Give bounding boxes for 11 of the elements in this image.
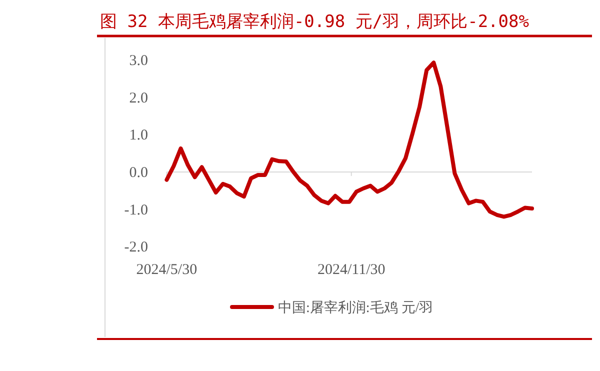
y-tick-label: -1.0 bbox=[124, 202, 148, 218]
legend-label: 中国:屠宰利润:毛鸡 元/羽 bbox=[278, 300, 434, 316]
x-tick-label: 2024/11/30 bbox=[317, 262, 386, 278]
y-tick-label: 2.0 bbox=[129, 90, 148, 106]
y-tick-label: -2.0 bbox=[124, 240, 148, 256]
y-tick-label: 1.0 bbox=[129, 128, 148, 144]
line-series bbox=[164, 60, 534, 219]
y-tick-label: 0.0 bbox=[129, 164, 148, 181]
y-tick-label: 3.0 bbox=[129, 53, 148, 69]
chart-title: 图 32 本周毛鸡屠宰利润-0.98 元/羽，周环比-2.08% bbox=[100, 12, 529, 32]
x-tick-label: 2024/5/30 bbox=[136, 262, 198, 278]
